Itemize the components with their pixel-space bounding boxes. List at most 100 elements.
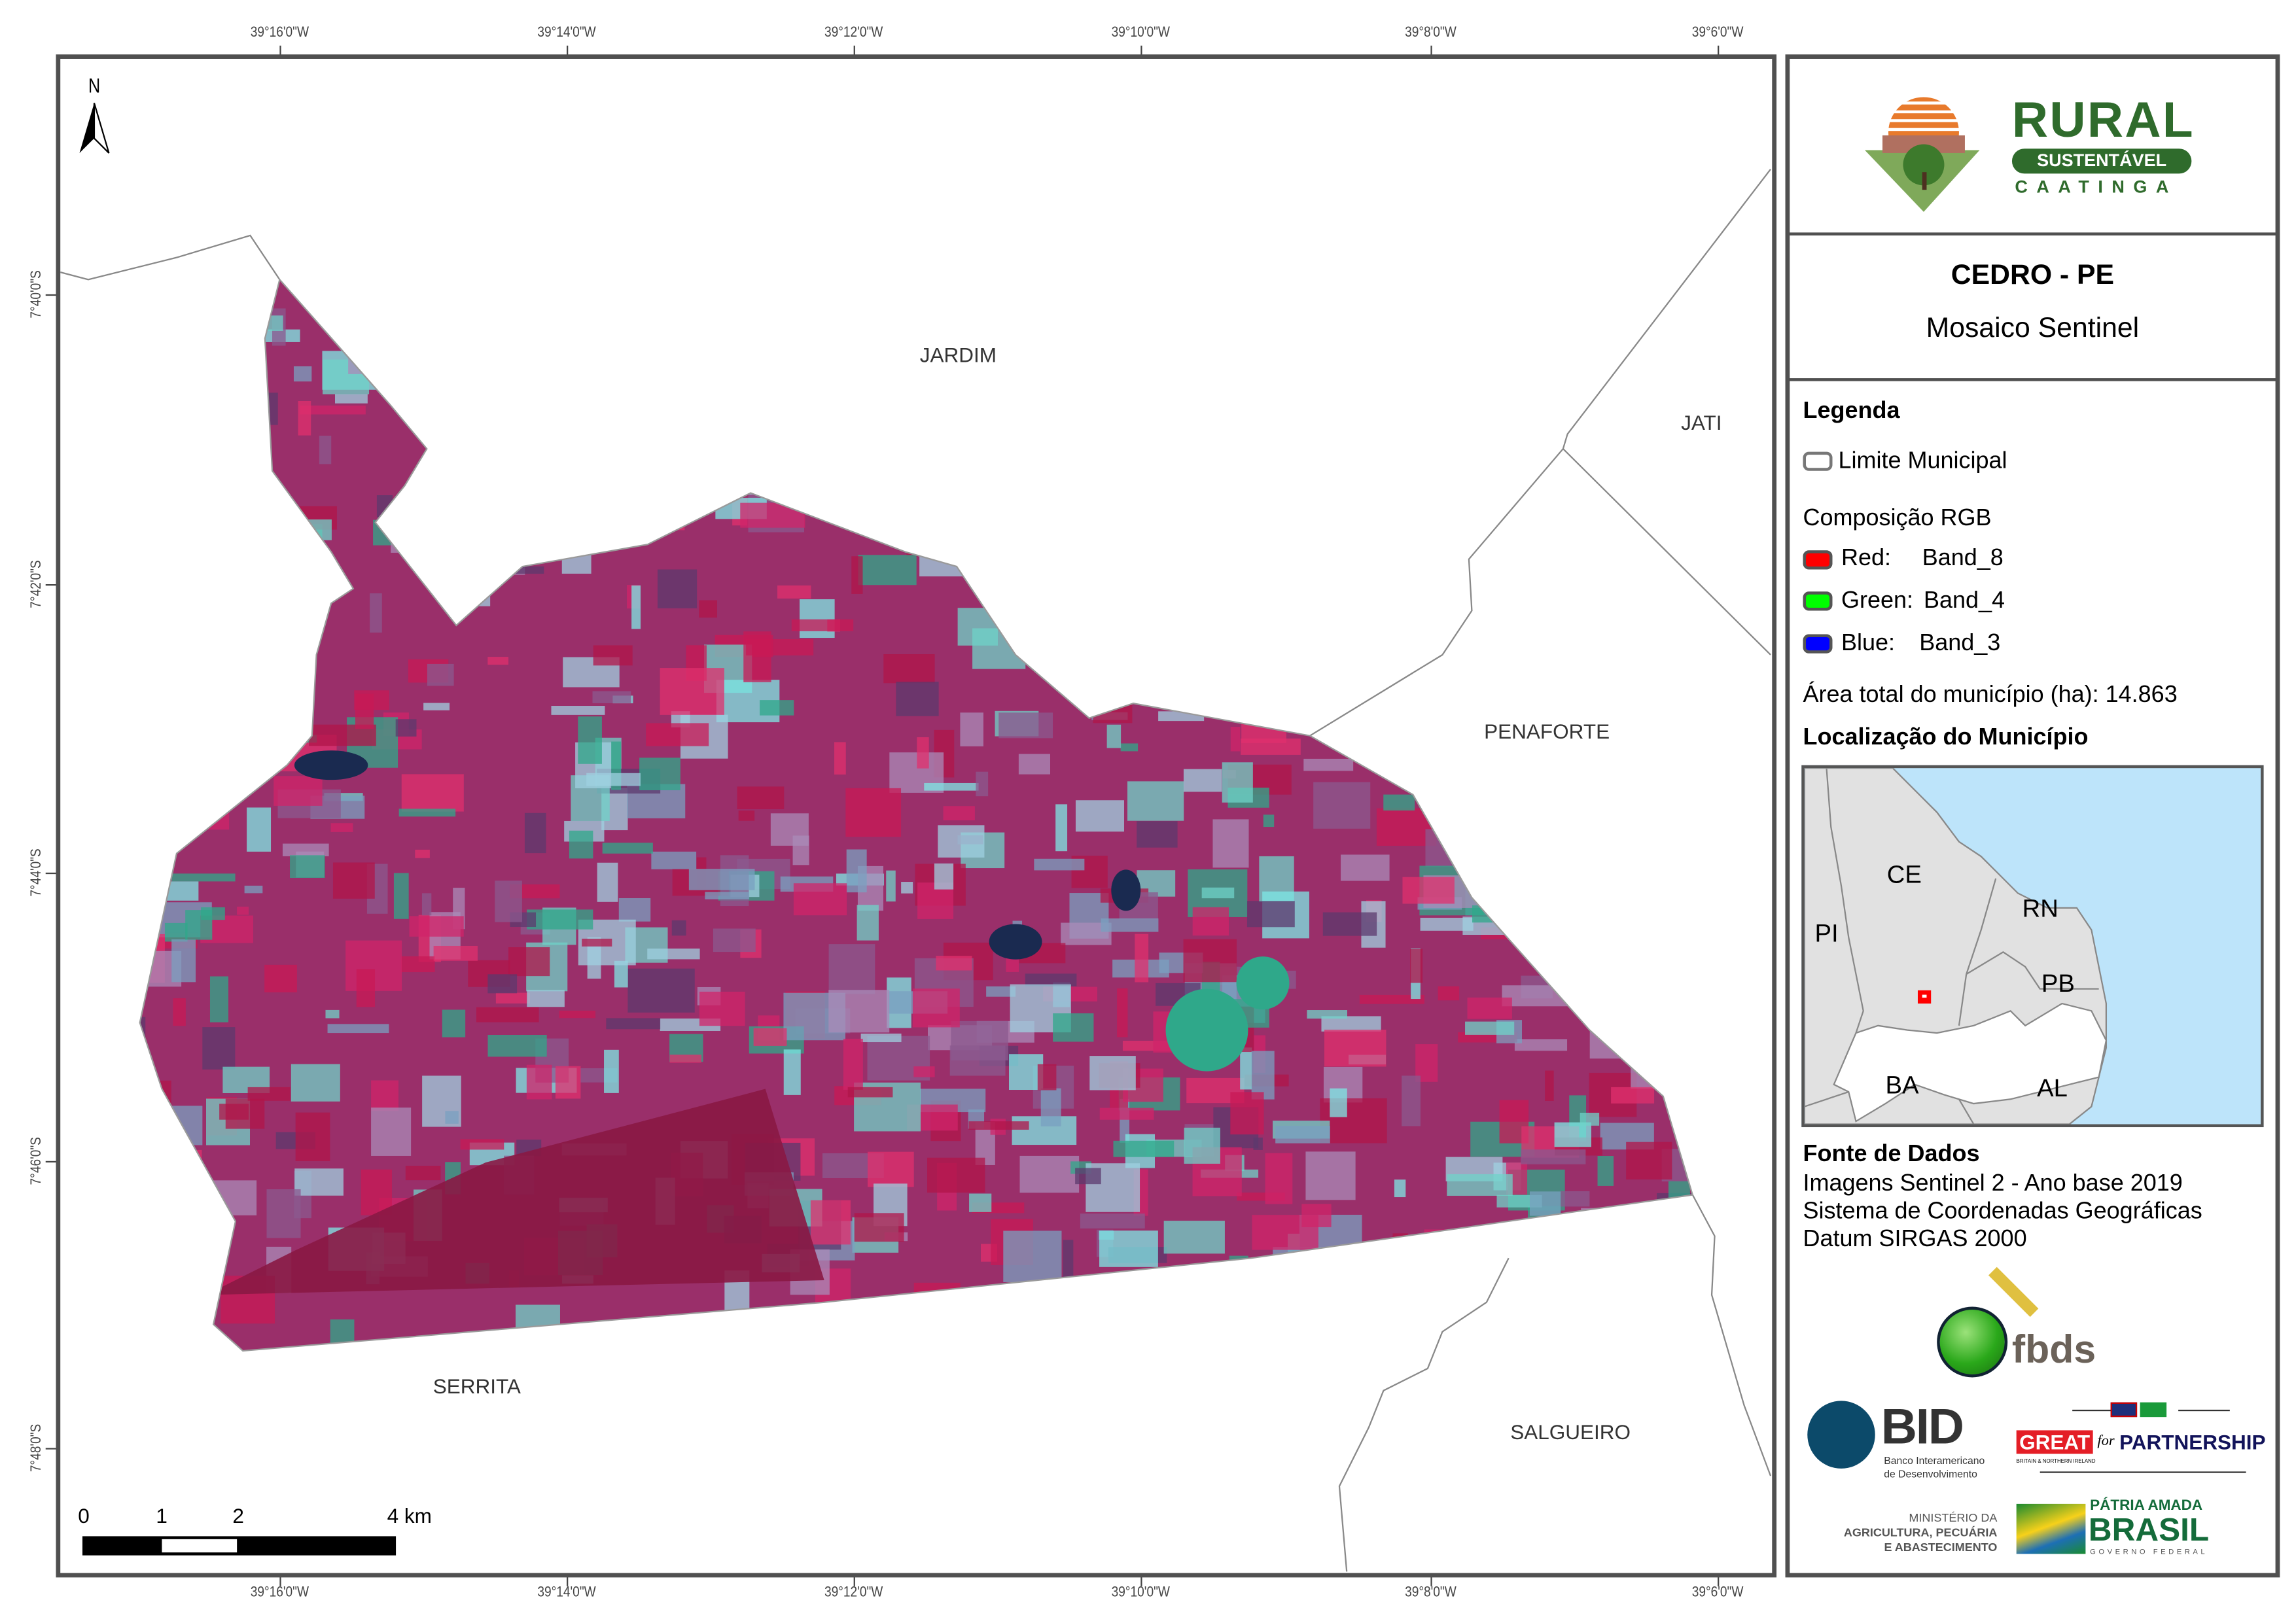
mosaic-patch [1264, 1319, 1306, 1351]
mosaic-patch [372, 1352, 409, 1361]
mosaic-patch [1675, 434, 1693, 470]
mosaic-patch [990, 394, 1019, 405]
mosaic-patch [1500, 1361, 1564, 1402]
mosaic-patch [646, 723, 709, 746]
mosaic-patch [1025, 973, 1077, 986]
mosaic-patch [728, 296, 771, 319]
mosaic-patch [1270, 449, 1292, 466]
mosaic-patch [1183, 470, 1250, 517]
mosaic-patch [371, 1108, 412, 1156]
mosaic-patch [225, 1098, 265, 1129]
mosaic-patch [1561, 1191, 1590, 1207]
mosaic-patch [740, 502, 805, 528]
mosaic-patch [1659, 491, 1693, 498]
mosaic-patch [1162, 1303, 1198, 1312]
mosaic-patch [1212, 819, 1249, 868]
mosaic-patch [1627, 1225, 1693, 1245]
scale-label-4: 4 km [387, 1503, 432, 1527]
side-panel [1785, 54, 2280, 1578]
mosaic-patch [1631, 1045, 1684, 1089]
mosaic-patch [969, 1193, 992, 1212]
mosaic-patch [401, 774, 464, 812]
mosaic-patch [1411, 1267, 1436, 1284]
place-label-penaforte: PENAFORTE [1484, 719, 1610, 743]
mosaic-patch [143, 334, 175, 373]
water-body [1111, 869, 1141, 911]
mosaic-patch [1303, 758, 1354, 771]
mosaic-patch [1322, 722, 1378, 739]
longitude-label: 39°6'0"W [1691, 25, 1744, 41]
mosaic-patch [327, 1024, 389, 1034]
mosaic-patch [1055, 446, 1111, 466]
mosaic-patch [1055, 804, 1068, 852]
mosaic-patch [895, 321, 952, 341]
scale-label-2: 2 [232, 1503, 244, 1527]
mosaic-patch [520, 1342, 569, 1351]
mosaic-patch [139, 1331, 183, 1351]
logo-sustentavel-text: SUSTENTÁVEL [2011, 148, 2192, 174]
ministry-line-1: MINISTÉRIO DA [1909, 1511, 1998, 1525]
mosaic-patch [1220, 279, 1279, 299]
mosaic-patch [565, 307, 622, 323]
mosaic-patch [524, 812, 546, 854]
mosaic-patch [791, 619, 854, 631]
mosaic-patch [828, 944, 875, 994]
mosaic-patch [1167, 602, 1193, 616]
mosaic-patch [1597, 1156, 1614, 1186]
tick-mark [45, 584, 56, 586]
mosaic-patch [1364, 372, 1428, 406]
mosaic-patch [1627, 962, 1648, 982]
mosaic-patch [1171, 386, 1187, 432]
mosaic-patch [857, 905, 879, 941]
mosaic-patch [489, 319, 513, 358]
mosaic-patch [412, 383, 468, 398]
mosaic-patch [951, 497, 1001, 532]
mosaic-patch [1521, 1149, 1586, 1164]
mosaic-patch [1675, 781, 1693, 822]
mosaic-patch [998, 712, 1053, 739]
legend-blue-label: Blue: [1841, 631, 1896, 657]
mosaic-patch [1359, 994, 1424, 1004]
mosaic-patch [370, 593, 382, 633]
fbds-globe-icon [1937, 1306, 2008, 1378]
mosaic-patch [1655, 666, 1676, 696]
mosaic-patch [186, 1224, 220, 1270]
mosaic-patch [1541, 314, 1587, 337]
mosaic-patch [1445, 286, 1511, 313]
north-arrow-icon [79, 103, 110, 154]
mosaic-patch [742, 279, 775, 305]
mosaic-patch [1634, 763, 1667, 787]
mosaic-patch [654, 452, 718, 495]
mosaic-patch [1199, 432, 1237, 456]
mosaic-patch [200, 561, 239, 593]
mosaic-patch [139, 945, 143, 986]
mosaic-patch [266, 1189, 301, 1238]
legend-rgb-heading: Composição RGB [1803, 506, 1992, 532]
mosaic-patch [1040, 1088, 1061, 1126]
state-label-pb: PB [2041, 969, 2075, 998]
mosaic-patch [651, 851, 697, 869]
mosaic-patch [1241, 693, 1286, 743]
mosaic-patch [1086, 657, 1097, 684]
rural-sustentavel-logo: RURAL SUSTENTÁVEL CAATINGA [1862, 91, 2200, 216]
mosaic-patch [1034, 858, 1085, 871]
mosaic-patch [578, 1328, 605, 1351]
mosaic-patch [938, 825, 985, 858]
mosaic-patch [1032, 584, 1080, 623]
mosaic-patch [177, 520, 217, 561]
mosaic-patch [891, 370, 908, 400]
mosaic-patch [544, 1369, 609, 1416]
bid-text: BID [1881, 1399, 1964, 1456]
mosaic-patch [164, 922, 188, 942]
mosaic-patch [1275, 1126, 1330, 1143]
mosaic-patch [1077, 501, 1107, 542]
mosaic-patch [1392, 1233, 1408, 1277]
mosaic-patch [1447, 1174, 1513, 1196]
tick-mark [567, 1576, 569, 1586]
brasil-governo-logo: PÁTRIA AMADA BRASIL GOVERNO FEDERAL [2016, 1498, 2209, 1557]
mosaic-patch [1339, 568, 1349, 587]
mosaic-patch [889, 1362, 902, 1387]
mosaic-patch [618, 898, 651, 922]
mosaic-patch [171, 455, 224, 497]
legend-red-band: Band_8 [1922, 546, 2004, 571]
